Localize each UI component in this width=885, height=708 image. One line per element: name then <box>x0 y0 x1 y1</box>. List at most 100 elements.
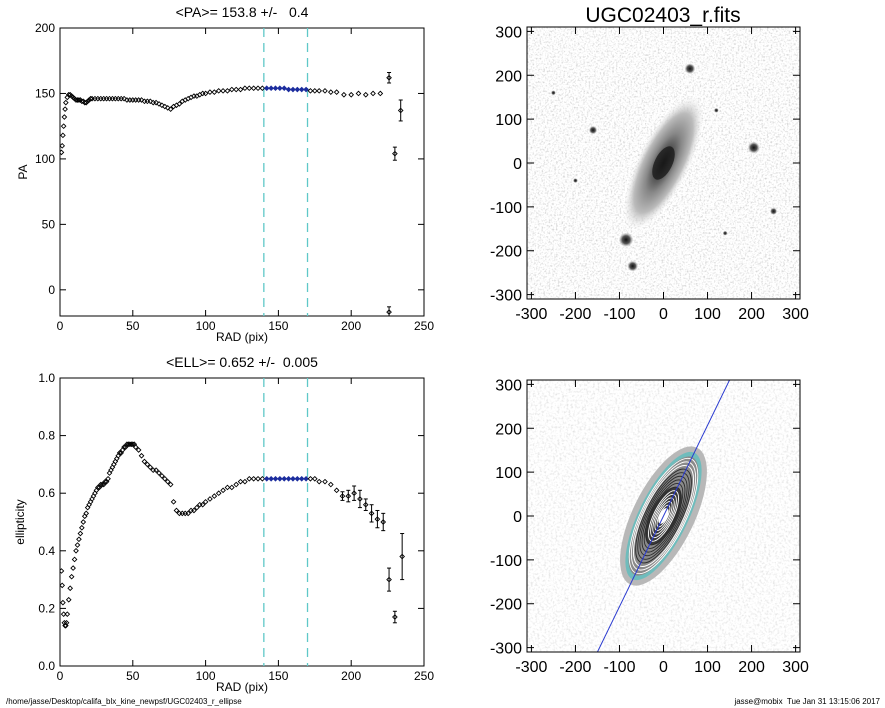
y-tick-label: -100 <box>490 553 522 570</box>
y-tick-label: 1.0 <box>38 371 55 385</box>
data-point <box>103 95 110 102</box>
data-point <box>268 85 274 92</box>
data-point <box>182 510 189 517</box>
ell-dashed-lines <box>263 378 309 666</box>
star <box>627 260 639 272</box>
data-point <box>63 619 70 626</box>
star <box>713 107 719 113</box>
data-point <box>237 86 244 93</box>
data-point <box>224 484 231 491</box>
y-tick-label: 200 <box>495 421 522 438</box>
data-point <box>161 103 168 110</box>
y-tick-label: 0.0 <box>38 659 55 673</box>
data-point <box>250 475 257 482</box>
x-tick-label: 0 <box>57 319 64 333</box>
data-point <box>355 90 362 97</box>
data-point <box>80 519 87 525</box>
x-tick-label: 300 <box>782 659 809 676</box>
data-point <box>370 90 376 97</box>
data-point <box>307 88 314 94</box>
data-point <box>132 97 139 103</box>
data-point <box>167 481 174 488</box>
data-point <box>220 487 226 494</box>
x-tick-label: 200 <box>341 319 361 333</box>
data-point <box>272 85 279 92</box>
data-point <box>138 452 145 459</box>
pa-axis-ticks: 0 50 100 150 200 250 0 50 100 150 200 <box>35 21 434 333</box>
x-tick-label: 50 <box>126 669 140 683</box>
y-tick-label: 300 <box>495 24 522 41</box>
data-point <box>224 88 231 94</box>
x-tick-label: 100 <box>196 669 216 683</box>
star <box>722 230 728 236</box>
data-point <box>228 86 235 93</box>
data-point <box>60 611 67 617</box>
data-point <box>65 596 72 603</box>
data-point <box>259 85 266 92</box>
data-point <box>138 97 145 103</box>
data-point <box>316 478 323 485</box>
x-tick-label: -100 <box>603 306 635 323</box>
data-point <box>285 86 292 93</box>
data-point <box>76 536 82 543</box>
footer-path: /home/jasse/Desktop/califa_blx_kine_newp… <box>6 697 242 706</box>
galaxy-core <box>652 146 675 180</box>
data-point <box>386 309 392 315</box>
data-point <box>345 493 352 499</box>
data-point <box>294 475 301 482</box>
data-point <box>62 622 69 629</box>
data-point <box>285 475 292 482</box>
data-point <box>303 475 309 482</box>
data-point <box>106 95 113 102</box>
data-point <box>250 85 257 92</box>
ell-x-label: RAD (pix) <box>216 680 268 694</box>
x-tick-label: 50 <box>126 319 140 333</box>
y-tick-label: 0 <box>513 156 522 173</box>
data-point <box>339 493 346 499</box>
data-point <box>83 99 90 106</box>
data-point <box>147 98 154 105</box>
x-tick-label: 200 <box>738 306 765 323</box>
data-point <box>170 499 177 505</box>
data-point <box>322 88 328 94</box>
data-point <box>102 478 108 485</box>
star <box>769 207 778 215</box>
data-point <box>246 475 253 482</box>
data-point <box>62 99 69 106</box>
y-tick-label: 200 <box>35 21 55 35</box>
data-point <box>67 585 74 592</box>
pa-plot-frame <box>59 27 425 317</box>
x-tick-label: 250 <box>414 319 434 333</box>
data-point <box>268 475 274 482</box>
data-point <box>112 95 119 102</box>
data-point <box>73 547 79 554</box>
x-tick-label: 0 <box>659 306 668 323</box>
y-tick-label: 0.6 <box>38 486 55 500</box>
data-point <box>246 85 253 92</box>
data-point <box>60 149 65 156</box>
data-point <box>185 510 191 517</box>
star <box>618 232 634 247</box>
data-point <box>362 91 369 98</box>
data-point <box>215 490 222 497</box>
data-point <box>121 444 127 450</box>
ellipse-fit-image <box>527 380 800 652</box>
data-point <box>374 516 381 522</box>
data-point <box>211 89 218 95</box>
data-point <box>272 475 279 482</box>
data-point <box>65 91 72 98</box>
data-point <box>60 582 66 589</box>
y-tick-label: 0.4 <box>38 544 55 558</box>
data-point <box>263 475 270 482</box>
data-point <box>259 475 266 482</box>
star <box>588 125 598 135</box>
data-point <box>220 88 226 94</box>
data-point <box>97 95 104 102</box>
data-point <box>191 507 197 514</box>
image-axis-ticks: -300 -200 -100 0 100 200 300 -300 -200 -100 0 100 20… <box>490 24 809 323</box>
data-point <box>121 95 127 102</box>
data-point <box>255 85 261 92</box>
data-point <box>399 553 405 560</box>
data-point <box>161 475 168 482</box>
